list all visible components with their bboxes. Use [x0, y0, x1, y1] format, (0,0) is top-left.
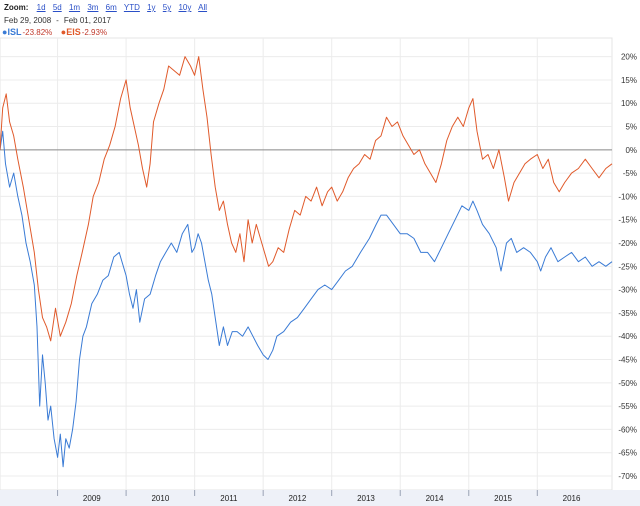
- y-tick-label: -15%: [618, 216, 637, 225]
- legend-item-isl[interactable]: ●ISL-23.82%: [2, 27, 52, 37]
- legend-symbol: EIS: [66, 27, 81, 37]
- legend-change: -2.93%: [81, 28, 108, 37]
- y-tick-label: -65%: [618, 449, 637, 458]
- x-tick-label: 2016: [563, 494, 581, 503]
- y-tick-label: -25%: [618, 262, 637, 271]
- legend-change: -23.82%: [22, 28, 53, 37]
- plot-area: [0, 37, 613, 491]
- time-axis-band: [0, 490, 640, 506]
- series-line-eis: [0, 56, 613, 342]
- x-tick-label: 2011: [220, 494, 238, 503]
- y-tick-label: -40%: [618, 332, 637, 341]
- y-tick-label: 15%: [621, 76, 637, 85]
- zoom-ytd-link[interactable]: YTD: [123, 3, 140, 12]
- y-tick-label: -50%: [618, 379, 637, 388]
- zoom-1y-link[interactable]: 1y: [147, 3, 156, 12]
- y-tick-label: -35%: [618, 309, 637, 318]
- zoom-1d-link[interactable]: 1d: [36, 3, 46, 12]
- y-tick-label: -20%: [618, 239, 637, 248]
- y-tick-label: -45%: [618, 356, 637, 365]
- series-layer: [0, 56, 613, 468]
- date-range-end: Feb 01, 2017: [63, 16, 111, 25]
- x-axis: 2009 2010 2011 2012 2013 2014 2015 2016: [57, 490, 581, 503]
- x-tick-label: 2012: [289, 494, 307, 503]
- legend-item-eis[interactable]: ●EIS-2.93%: [61, 27, 107, 37]
- zoom-all-link[interactable]: All: [198, 3, 208, 12]
- legend-symbol: ISL: [7, 27, 22, 37]
- date-range-start: Feb 29, 2008: [4, 16, 52, 25]
- x-tick-label: 2010: [151, 494, 169, 503]
- zoom-6m-link[interactable]: 6m: [105, 3, 117, 12]
- zoom-bar: Zoom: 1d 5d 1m 3m 6m YTD 1y 5y 10y All: [4, 3, 212, 12]
- zoom-label: Zoom:: [4, 3, 29, 12]
- x-tick-label: 2009: [83, 494, 101, 503]
- axis-labels: 20% 15% 10% 5% 0% -5% -10% -15% -20% -25% -30% -35%…: [618, 53, 637, 481]
- chart-header: Zoom: 1d 5d 1m 3m 6m YTD 1y 5y 10y All F…: [0, 0, 640, 38]
- y-tick-label: 0%: [625, 146, 637, 155]
- x-tick-label: 2015: [494, 494, 512, 503]
- x-tick-label: 2013: [357, 494, 375, 503]
- y-tick-label: -70%: [618, 472, 637, 481]
- series-line-isl: [0, 130, 613, 468]
- zoom-5y-link[interactable]: 5y: [162, 3, 172, 12]
- zoom-3m-link[interactable]: 3m: [87, 3, 99, 12]
- y-tick-label: 10%: [621, 99, 637, 108]
- legend: ●ISL-23.82% ●EIS-2.93%: [2, 27, 113, 37]
- x-tick-label: 2014: [426, 494, 444, 503]
- y-tick-label: -5%: [623, 169, 637, 178]
- series-dot-icon: ●: [2, 27, 8, 37]
- y-tick-label: -10%: [618, 192, 637, 201]
- series-dot-icon: ●: [60, 27, 67, 37]
- y-tick-label: -60%: [618, 425, 637, 434]
- y-tick-label: 20%: [621, 53, 637, 62]
- y-tick-label: -30%: [618, 286, 637, 295]
- zoom-10y-link[interactable]: 10y: [178, 3, 192, 12]
- date-range-separator: -: [56, 16, 59, 25]
- zoom-1m-link[interactable]: 1m: [68, 3, 81, 12]
- y-tick-label: -55%: [618, 402, 637, 411]
- y-tick-label: 5%: [625, 123, 637, 132]
- date-range: Feb 29, 2008- Feb 01, 2017: [4, 16, 111, 25]
- zoom-5d-link[interactable]: 5d: [52, 3, 62, 12]
